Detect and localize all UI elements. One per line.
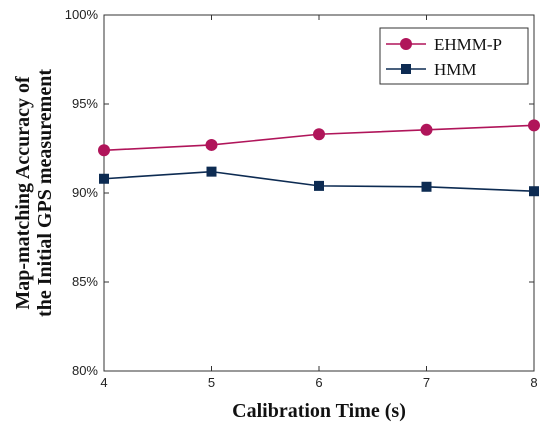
legend-box (379, 27, 529, 85)
data-point-ehmm-p (98, 144, 110, 157)
data-point-hmm (421, 181, 432, 192)
y-axis-title-line-1: Map-matching Accuracy of (12, 76, 34, 310)
legend-marker-ehmm-p (400, 38, 412, 50)
data-point-hmm (99, 173, 109, 184)
y-tick-label: 95% (72, 96, 98, 111)
legend-label-ehmm-p: EHMM-P (434, 35, 502, 54)
x-axis-title: Calibration Time (s) (232, 400, 406, 422)
data-point-ehmm-p (420, 123, 433, 136)
data-point-ehmm-p (205, 138, 218, 151)
data-point-ehmm-p (528, 119, 540, 132)
data-point-hmm (206, 166, 217, 177)
x-tick-label: 6 (315, 375, 322, 390)
legend-marker-hmm (401, 64, 411, 74)
y-tick-label: 90% (72, 185, 98, 200)
y-tick-label: 100% (65, 7, 99, 22)
x-tick-label: 5 (208, 375, 215, 390)
y-tick-label: 85% (72, 274, 98, 289)
x-tick-label: 4 (100, 375, 107, 390)
series-group (98, 119, 540, 197)
data-point-hmm (529, 186, 539, 197)
legend: EHMM-P HMM (379, 27, 529, 85)
y-axis-title-line-2: the Initial GPS measurement (34, 69, 56, 317)
x-tick-label: 8 (530, 375, 537, 390)
data-point-hmm (314, 180, 324, 191)
x-tick-label: 7 (423, 375, 430, 390)
y-tick-label: 80% (72, 363, 98, 378)
data-point-ehmm-p (313, 128, 325, 141)
tick-group: 80% 85% 90% 95% 100% 4 5 6 7 8 (65, 7, 538, 390)
legend-label-hmm: HMM (434, 60, 477, 79)
